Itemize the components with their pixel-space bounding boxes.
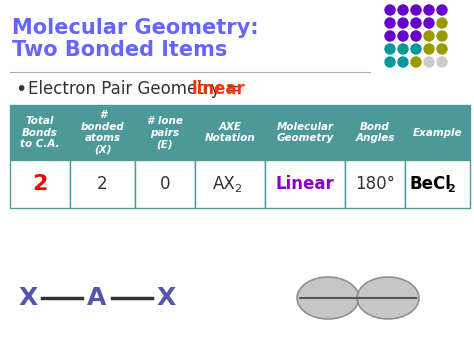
Ellipse shape bbox=[297, 277, 359, 319]
Text: linear: linear bbox=[192, 80, 246, 98]
Circle shape bbox=[385, 31, 395, 41]
Circle shape bbox=[437, 57, 447, 67]
Text: A: A bbox=[87, 286, 107, 310]
Bar bbox=[345, 105, 405, 160]
Bar bbox=[195, 160, 265, 208]
Circle shape bbox=[398, 5, 408, 15]
Text: Example: Example bbox=[413, 127, 462, 137]
Circle shape bbox=[437, 44, 447, 54]
Bar bbox=[265, 105, 345, 160]
Bar bbox=[405, 160, 470, 208]
Text: # lone
pairs
(E): # lone pairs (E) bbox=[147, 116, 183, 149]
Text: X: X bbox=[18, 286, 37, 310]
Circle shape bbox=[437, 5, 447, 15]
Text: #
bonded
atoms
(X): # bonded atoms (X) bbox=[81, 110, 124, 155]
Bar bbox=[70, 105, 135, 160]
Text: 2: 2 bbox=[235, 184, 242, 194]
Circle shape bbox=[385, 44, 395, 54]
Text: 0: 0 bbox=[160, 175, 170, 193]
Circle shape bbox=[411, 31, 421, 41]
Text: •: • bbox=[15, 80, 27, 99]
Text: Linear: Linear bbox=[275, 175, 334, 193]
Circle shape bbox=[424, 44, 434, 54]
Text: Electron Pair Geometry =: Electron Pair Geometry = bbox=[28, 80, 245, 98]
Circle shape bbox=[385, 18, 395, 28]
Text: Bond
Angles: Bond Angles bbox=[356, 122, 395, 143]
Circle shape bbox=[411, 57, 421, 67]
Circle shape bbox=[385, 57, 395, 67]
Text: 2: 2 bbox=[32, 174, 48, 194]
Text: 2: 2 bbox=[97, 175, 108, 193]
Text: Molecular
Geometry: Molecular Geometry bbox=[276, 122, 334, 143]
Bar bbox=[135, 105, 195, 160]
Ellipse shape bbox=[357, 277, 419, 319]
Circle shape bbox=[398, 57, 408, 67]
Text: BeCl: BeCl bbox=[410, 175, 451, 193]
Circle shape bbox=[424, 57, 434, 67]
Bar bbox=[405, 105, 470, 160]
Circle shape bbox=[424, 5, 434, 15]
Bar bbox=[70, 160, 135, 208]
Text: 180°: 180° bbox=[355, 175, 395, 193]
Circle shape bbox=[424, 18, 434, 28]
Circle shape bbox=[398, 31, 408, 41]
Circle shape bbox=[437, 31, 447, 41]
Circle shape bbox=[398, 18, 408, 28]
Bar bbox=[10, 105, 70, 160]
Circle shape bbox=[411, 5, 421, 15]
Text: X: X bbox=[156, 286, 176, 310]
Text: Molecular Geometry:: Molecular Geometry: bbox=[12, 18, 259, 38]
Text: Total
Bonds
to C.A.: Total Bonds to C.A. bbox=[20, 116, 60, 149]
Bar bbox=[135, 160, 195, 208]
Text: Two Bonded Items: Two Bonded Items bbox=[12, 40, 228, 60]
Text: AX: AX bbox=[213, 175, 236, 193]
Bar bbox=[345, 160, 405, 208]
Bar bbox=[195, 105, 265, 160]
Text: AXE
Notation: AXE Notation bbox=[205, 122, 255, 143]
Circle shape bbox=[437, 18, 447, 28]
Bar bbox=[265, 160, 345, 208]
Circle shape bbox=[424, 31, 434, 41]
Circle shape bbox=[398, 44, 408, 54]
Circle shape bbox=[411, 44, 421, 54]
Circle shape bbox=[385, 5, 395, 15]
Bar bbox=[10, 160, 70, 208]
Text: 2: 2 bbox=[447, 184, 456, 194]
Circle shape bbox=[411, 18, 421, 28]
